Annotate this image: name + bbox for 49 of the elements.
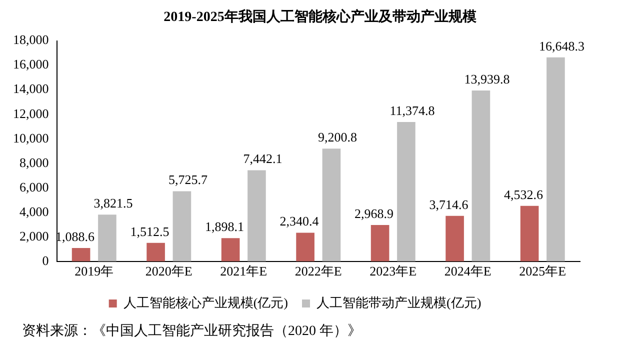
y-tick-label: 14,000 bbox=[13, 81, 49, 96]
data-label: 16,648.3 bbox=[538, 38, 584, 54]
data-label: 2,340.4 bbox=[280, 214, 320, 229]
y-tick-label: 18,000 bbox=[13, 32, 49, 48]
bar bbox=[397, 122, 416, 262]
data-label: 1,512.5 bbox=[130, 224, 170, 239]
y-tick-label: 16,000 bbox=[13, 56, 49, 72]
y-tick-label: 12,000 bbox=[13, 106, 49, 121]
data-label: 11,374.8 bbox=[390, 102, 435, 118]
x-tick-label: 2019年 bbox=[74, 264, 114, 279]
y-tick-label: 6,000 bbox=[20, 179, 49, 194]
x-tick-label: 2023年E bbox=[370, 264, 417, 279]
data-label: 9,200.8 bbox=[318, 130, 357, 145]
data-label: 3,821.5 bbox=[94, 195, 133, 210]
bar bbox=[296, 232, 314, 262]
y-tick-label: 10,000 bbox=[13, 130, 49, 146]
legend-label: 人工智能带动产业规模(亿元) bbox=[316, 294, 482, 310]
y-tick-label: 2,000 bbox=[20, 228, 49, 244]
data-label: 2,968.9 bbox=[354, 206, 394, 221]
bar bbox=[221, 238, 240, 262]
x-tick-label: 2020年E bbox=[145, 264, 192, 279]
bar bbox=[98, 214, 116, 262]
bar bbox=[248, 170, 266, 262]
data-label: 13,939.8 bbox=[464, 71, 510, 86]
bar bbox=[146, 242, 165, 262]
x-tick-label: 2021年E bbox=[220, 264, 268, 279]
bar bbox=[172, 191, 192, 262]
legend-label: 人工智能核心产业规模(亿元) bbox=[123, 294, 288, 310]
y-tick-label: 0 bbox=[42, 252, 49, 268]
text: 资料来源：《中国人工智能产业研究报告（2020 年）》 bbox=[22, 322, 362, 340]
x-tick-label: 2024年E bbox=[444, 264, 492, 279]
chart-title: 2019-2025年我国人工智能核心产业及带动产业规模 bbox=[162, 8, 478, 26]
bar bbox=[72, 248, 90, 262]
bar bbox=[322, 148, 341, 262]
data-label: 3,714.6 bbox=[429, 196, 469, 212]
bar bbox=[520, 206, 539, 262]
data-label: 1,088.6 bbox=[56, 228, 96, 244]
y-tick-label: 8,000 bbox=[20, 154, 49, 170]
data-label: 1,898.1 bbox=[205, 219, 244, 234]
data-label: 4,532.6 bbox=[504, 186, 544, 202]
bar bbox=[446, 216, 464, 262]
x-tick-label: 2025年E bbox=[519, 264, 566, 279]
data-label: 5,725.7 bbox=[168, 172, 208, 188]
bar bbox=[546, 57, 565, 262]
bar bbox=[472, 90, 490, 262]
bar bbox=[370, 225, 390, 262]
x-tick-label: 2022年E bbox=[294, 264, 342, 279]
y-tick-label: 4,000 bbox=[20, 204, 49, 219]
data-label: 7,442.1 bbox=[243, 151, 282, 166]
